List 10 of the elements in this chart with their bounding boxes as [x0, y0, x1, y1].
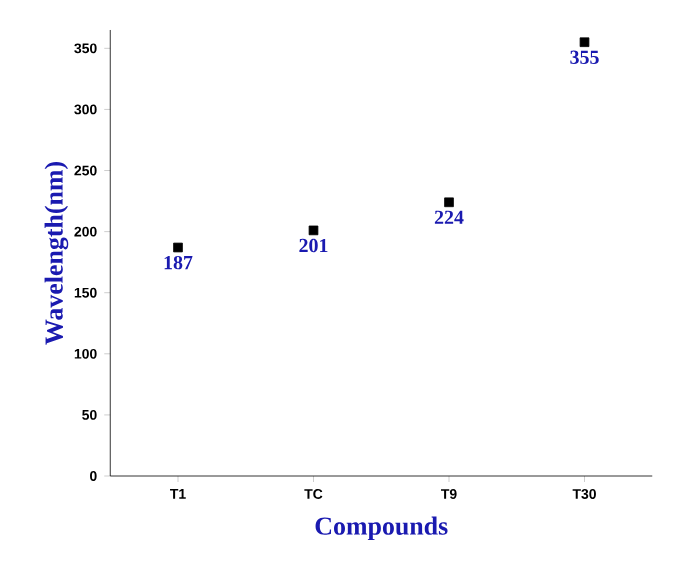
- point: [308, 225, 319, 236]
- y-axis-title: Wavelength(nm): [44, 162, 69, 345]
- data-label: 187: [164, 255, 193, 270]
- point: [444, 197, 454, 208]
- point: [579, 37, 590, 48]
- data-label: 201: [299, 238, 328, 253]
- data-label: 224: [434, 210, 464, 224]
- data-label: 355: [570, 50, 599, 64]
- point: [173, 242, 183, 253]
- x-axis-title: Compounds: [315, 516, 448, 541]
